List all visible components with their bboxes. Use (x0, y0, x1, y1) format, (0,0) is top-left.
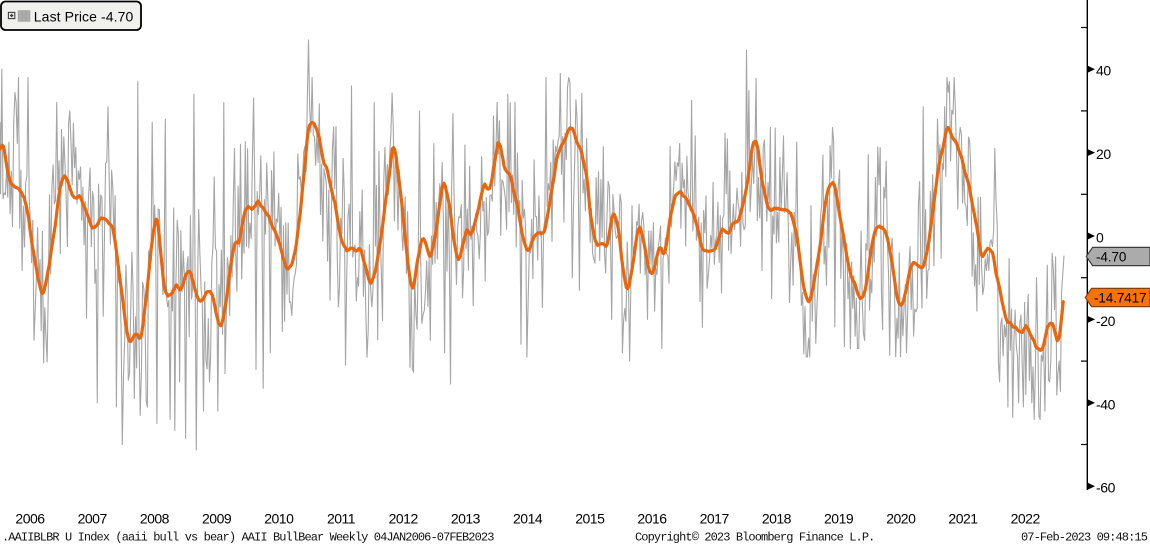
svg-text:2015: 2015 (575, 511, 605, 527)
svg-text:2016: 2016 (637, 511, 667, 527)
svg-text:2022: 2022 (1011, 511, 1041, 527)
svg-text:-60: -60 (1096, 480, 1116, 496)
svg-text:2006: 2006 (15, 511, 45, 527)
svg-text:-20: -20 (1096, 313, 1116, 329)
svg-text:Copyright© 2023 Bloomberg Fina: Copyright© 2023 Bloomberg Finance L.P. (635, 531, 874, 545)
svg-text:2011: 2011 (327, 511, 356, 527)
svg-text:2014: 2014 (513, 511, 543, 527)
svg-text:.AAIIBLBR U Index (aaii bull v: .AAIIBLBR U Index (aaii bull vs bear) AA… (2, 531, 494, 545)
svg-text:20: 20 (1096, 146, 1111, 162)
svg-text:-4.70: -4.70 (1096, 249, 1126, 264)
svg-text:2012: 2012 (389, 511, 419, 527)
svg-text:2010: 2010 (264, 511, 294, 527)
svg-text:2018: 2018 (762, 511, 792, 527)
svg-text:2017: 2017 (700, 511, 730, 527)
svg-text:07-Feb-2023 09:48:15: 07-Feb-2023 09:48:15 (1021, 531, 1148, 545)
svg-text:2013: 2013 (451, 511, 481, 527)
svg-text:0: 0 (1096, 230, 1104, 246)
svg-text:40: 40 (1096, 63, 1111, 79)
svg-text:2009: 2009 (202, 511, 232, 527)
svg-text:2007: 2007 (78, 511, 108, 527)
svg-text:2021: 2021 (948, 511, 978, 527)
svg-text:2020: 2020 (886, 511, 916, 527)
svg-text:-14.7417: -14.7417 (1094, 290, 1147, 305)
svg-text:2019: 2019 (824, 511, 854, 527)
svg-text:Last Price -4.70: Last Price -4.70 (34, 8, 134, 24)
svg-text:2008: 2008 (140, 511, 170, 527)
svg-text:-40: -40 (1096, 396, 1116, 412)
